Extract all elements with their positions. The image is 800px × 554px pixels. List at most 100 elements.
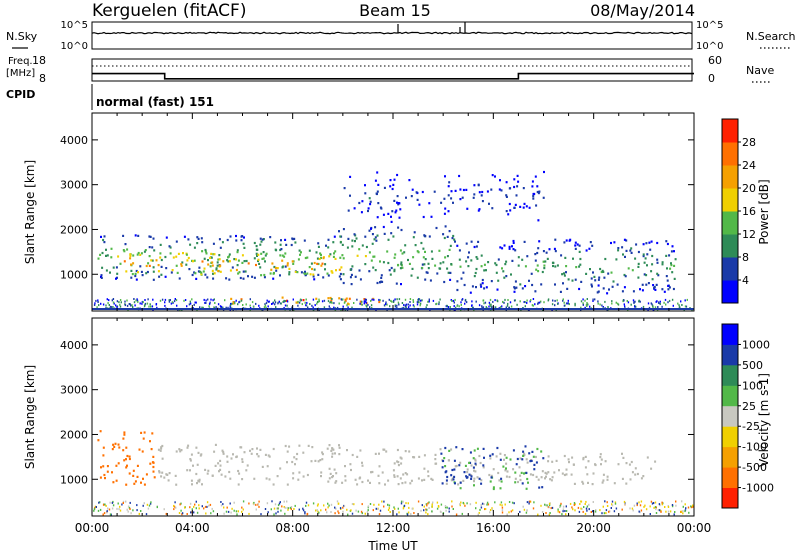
power-cell — [597, 284, 600, 287]
velocity-cell — [469, 451, 472, 454]
velocity-cell — [565, 513, 567, 516]
power-cell — [532, 304, 534, 307]
power-cell — [361, 303, 363, 306]
power-cell — [434, 264, 437, 267]
power-cell — [391, 210, 394, 213]
power-cell — [412, 304, 415, 307]
power-cell — [359, 302, 361, 305]
power-cell — [654, 288, 657, 291]
power-cell — [416, 276, 419, 279]
velocity-cell — [405, 502, 407, 505]
power-cell — [387, 238, 390, 241]
velocity-cell — [336, 500, 339, 503]
power-cell — [309, 273, 312, 276]
velocity-cell — [505, 467, 507, 470]
nave-tick-top: 60 — [708, 54, 722, 67]
power-cell — [327, 274, 330, 277]
power-cell — [139, 253, 142, 256]
velocity-cell — [514, 471, 517, 474]
power-cell — [381, 280, 384, 283]
power-cell — [449, 271, 452, 274]
power-cell — [120, 301, 122, 304]
power-cell — [255, 248, 258, 251]
power-cell — [130, 269, 133, 272]
velocity-cell — [650, 467, 653, 470]
power-cell — [342, 305, 344, 308]
velocity-cell — [111, 471, 113, 474]
power-cell — [346, 246, 349, 249]
velocity-cell — [586, 509, 588, 512]
velocity-cell — [427, 502, 429, 505]
velocity-cell — [473, 484, 475, 487]
power-cell — [214, 302, 216, 304]
velocity-cell — [529, 460, 532, 463]
power-cell — [511, 259, 514, 262]
power-cell — [288, 271, 291, 274]
power-cell — [136, 253, 139, 256]
power-cell — [589, 268, 591, 271]
power-cell — [175, 255, 178, 258]
velocity-cell — [165, 473, 168, 476]
velocity-cell — [527, 481, 529, 484]
velocity-cell — [479, 461, 482, 465]
power-cell — [345, 297, 348, 300]
velocity-cell — [682, 505, 684, 508]
power-cell — [342, 273, 345, 276]
velocity-cell — [499, 487, 502, 490]
power-cell — [491, 174, 494, 177]
power-cell — [99, 253, 102, 256]
power-cell — [422, 256, 425, 259]
velocity-cell — [452, 478, 455, 481]
power-cell — [229, 304, 232, 307]
x-tick-label: 00:00 — [677, 521, 712, 535]
power-cell — [516, 174, 519, 177]
power-cell — [196, 242, 199, 245]
power-cell — [324, 263, 327, 266]
power-cell — [328, 255, 331, 258]
velocity-cell — [321, 458, 324, 461]
velocity-cell — [355, 509, 357, 512]
power-cell — [210, 252, 213, 255]
velocity-cell — [253, 503, 255, 506]
velocity-cell — [208, 504, 210, 507]
power-cell — [574, 304, 576, 307]
velocity-cell — [145, 473, 148, 476]
velocity-cell — [196, 482, 198, 485]
velocity-cell — [270, 508, 272, 511]
power-cell — [231, 302, 233, 305]
velocity-cell — [226, 455, 229, 458]
velocity-cell — [529, 500, 531, 503]
velocity-cell — [316, 509, 318, 512]
velocity-cell — [221, 449, 224, 452]
power-cell — [631, 269, 634, 272]
power-cell — [405, 196, 407, 199]
power-cell — [272, 277, 275, 280]
velocity-cell — [341, 481, 344, 484]
power-cell — [249, 304, 251, 307]
power-cell — [161, 298, 164, 301]
velocity-cell — [450, 448, 453, 451]
velocity-cell — [548, 504, 551, 506]
power-cell — [135, 299, 137, 302]
colorbar-tick-label: -100 — [742, 441, 767, 454]
power-cell — [494, 299, 496, 302]
noise-search-label: N.Search — [746, 30, 796, 43]
power-cell — [273, 271, 275, 275]
power-cell — [275, 249, 278, 252]
velocity-cell — [498, 479, 501, 482]
power-cell — [686, 298, 688, 301]
power-cell — [532, 195, 535, 198]
power-cell — [534, 303, 536, 306]
velocity-cell — [402, 507, 405, 510]
velocity-cell — [546, 504, 548, 507]
velocity-cell — [351, 453, 354, 457]
power-cell — [343, 187, 346, 190]
power-cell — [396, 306, 398, 309]
velocity-cell — [318, 511, 320, 514]
velocity-cell — [521, 482, 524, 485]
power-cell — [142, 301, 144, 304]
velocity-cell — [459, 503, 461, 506]
power-cell — [666, 279, 669, 282]
power-cell — [630, 251, 633, 254]
